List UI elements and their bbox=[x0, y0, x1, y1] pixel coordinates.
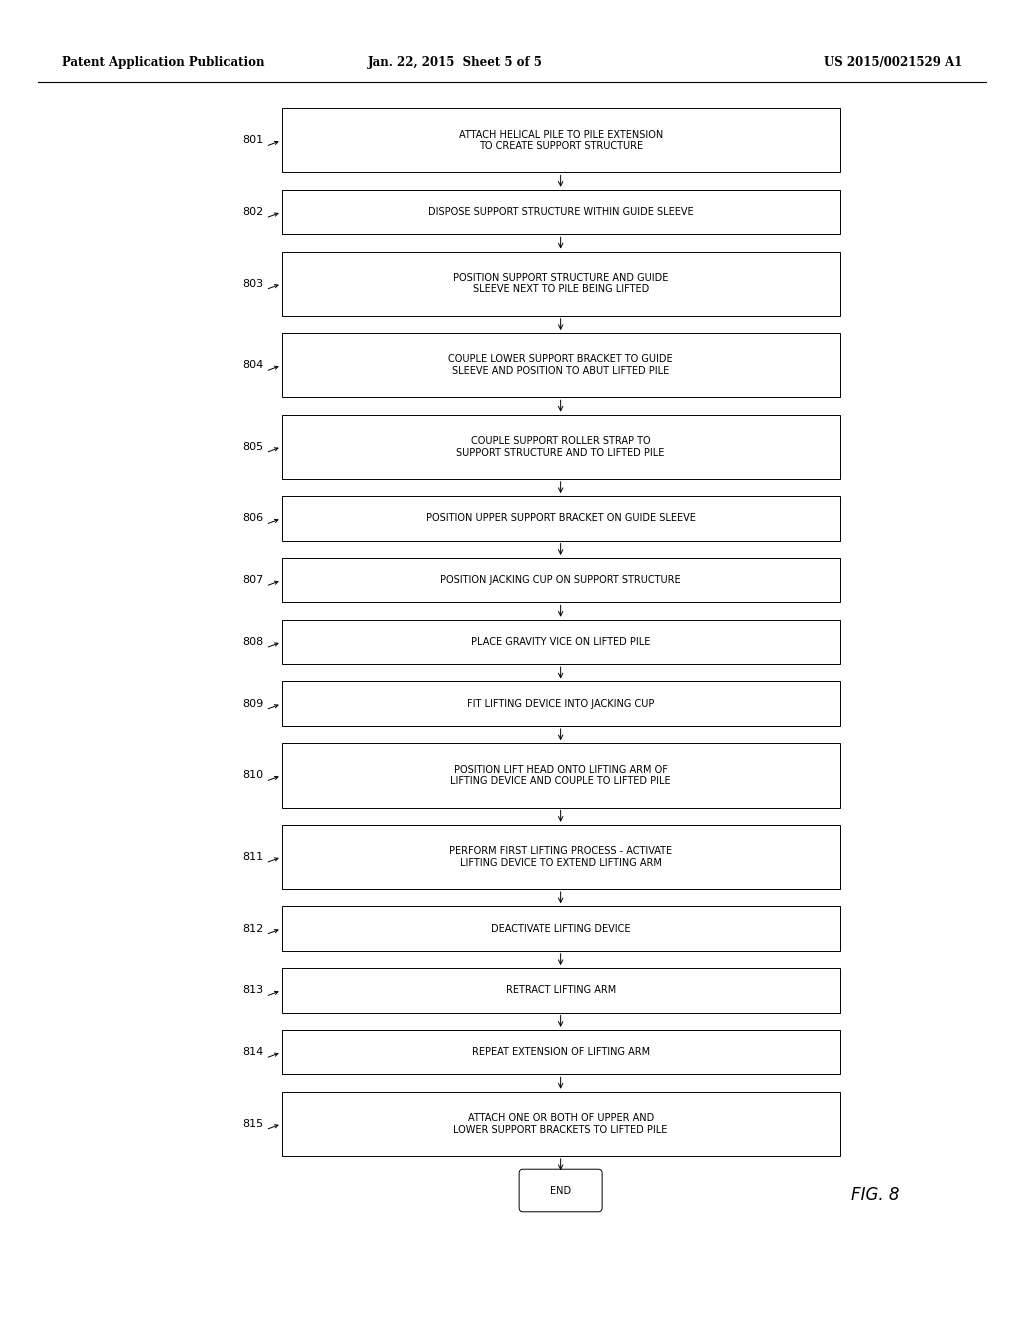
Text: 808: 808 bbox=[243, 638, 263, 647]
FancyBboxPatch shape bbox=[282, 252, 840, 315]
Text: 811: 811 bbox=[243, 851, 263, 862]
FancyBboxPatch shape bbox=[282, 907, 840, 950]
Text: 815: 815 bbox=[243, 1119, 263, 1129]
Text: PLACE GRAVITY VICE ON LIFTED PILE: PLACE GRAVITY VICE ON LIFTED PILE bbox=[471, 638, 650, 647]
FancyBboxPatch shape bbox=[282, 619, 840, 664]
Text: 813: 813 bbox=[243, 985, 263, 995]
Text: POSITION SUPPORT STRUCTURE AND GUIDE
SLEEVE NEXT TO PILE BEING LIFTED: POSITION SUPPORT STRUCTURE AND GUIDE SLE… bbox=[453, 273, 669, 294]
Text: REPEAT EXTENSION OF LIFTING ARM: REPEAT EXTENSION OF LIFTING ARM bbox=[472, 1047, 649, 1057]
Text: FIG. 8: FIG. 8 bbox=[851, 1185, 900, 1204]
Text: 802: 802 bbox=[243, 207, 263, 216]
Text: POSITION LIFT HEAD ONTO LIFTING ARM OF
LIFTING DEVICE AND COUPLE TO LIFTED PILE: POSITION LIFT HEAD ONTO LIFTING ARM OF L… bbox=[451, 764, 671, 787]
Text: ATTACH ONE OR BOTH OF UPPER AND
LOWER SUPPORT BRACKETS TO LIFTED PILE: ATTACH ONE OR BOTH OF UPPER AND LOWER SU… bbox=[454, 1113, 668, 1135]
Text: Patent Application Publication: Patent Application Publication bbox=[62, 55, 264, 69]
Text: Jan. 22, 2015  Sheet 5 of 5: Jan. 22, 2015 Sheet 5 of 5 bbox=[368, 55, 543, 69]
FancyBboxPatch shape bbox=[282, 190, 840, 234]
FancyBboxPatch shape bbox=[282, 968, 840, 1012]
Text: 806: 806 bbox=[243, 513, 263, 524]
FancyBboxPatch shape bbox=[282, 496, 840, 541]
Text: END: END bbox=[550, 1185, 571, 1196]
Text: FIT LIFTING DEVICE INTO JACKING CUP: FIT LIFTING DEVICE INTO JACKING CUP bbox=[467, 698, 654, 709]
Text: 805: 805 bbox=[243, 442, 263, 451]
Text: COUPLE LOWER SUPPORT BRACKET TO GUIDE
SLEEVE AND POSITION TO ABUT LIFTED PILE: COUPLE LOWER SUPPORT BRACKET TO GUIDE SL… bbox=[449, 354, 673, 376]
Text: POSITION UPPER SUPPORT BRACKET ON GUIDE SLEEVE: POSITION UPPER SUPPORT BRACKET ON GUIDE … bbox=[426, 513, 695, 524]
Text: 803: 803 bbox=[243, 279, 263, 289]
Text: ATTACH HELICAL PILE TO PILE EXTENSION
TO CREATE SUPPORT STRUCTURE: ATTACH HELICAL PILE TO PILE EXTENSION TO… bbox=[459, 129, 663, 152]
FancyBboxPatch shape bbox=[282, 108, 840, 173]
FancyBboxPatch shape bbox=[519, 1170, 602, 1212]
FancyBboxPatch shape bbox=[282, 558, 840, 602]
Text: POSITION JACKING CUP ON SUPPORT STRUCTURE: POSITION JACKING CUP ON SUPPORT STRUCTUR… bbox=[440, 576, 681, 585]
Text: PERFORM FIRST LIFTING PROCESS - ACTIVATE
LIFTING DEVICE TO EXTEND LIFTING ARM: PERFORM FIRST LIFTING PROCESS - ACTIVATE… bbox=[450, 846, 672, 867]
Text: 804: 804 bbox=[243, 360, 263, 370]
Text: DEACTIVATE LIFTING DEVICE: DEACTIVATE LIFTING DEVICE bbox=[490, 924, 631, 933]
FancyBboxPatch shape bbox=[282, 743, 840, 808]
Text: 810: 810 bbox=[243, 771, 263, 780]
Text: 812: 812 bbox=[243, 924, 263, 933]
Text: DISPOSE SUPPORT STRUCTURE WITHIN GUIDE SLEEVE: DISPOSE SUPPORT STRUCTURE WITHIN GUIDE S… bbox=[428, 207, 693, 216]
FancyBboxPatch shape bbox=[282, 1092, 840, 1156]
Text: 807: 807 bbox=[243, 576, 263, 585]
Text: 801: 801 bbox=[243, 136, 263, 145]
Text: RETRACT LIFTING ARM: RETRACT LIFTING ARM bbox=[506, 985, 615, 995]
FancyBboxPatch shape bbox=[282, 681, 840, 726]
FancyBboxPatch shape bbox=[282, 414, 840, 479]
Text: 814: 814 bbox=[243, 1047, 263, 1057]
FancyBboxPatch shape bbox=[282, 1030, 840, 1074]
Text: US 2015/0021529 A1: US 2015/0021529 A1 bbox=[823, 55, 962, 69]
Text: 809: 809 bbox=[243, 698, 263, 709]
FancyBboxPatch shape bbox=[282, 333, 840, 397]
FancyBboxPatch shape bbox=[282, 825, 840, 890]
Text: COUPLE SUPPORT ROLLER STRAP TO
SUPPORT STRUCTURE AND TO LIFTED PILE: COUPLE SUPPORT ROLLER STRAP TO SUPPORT S… bbox=[457, 436, 665, 458]
